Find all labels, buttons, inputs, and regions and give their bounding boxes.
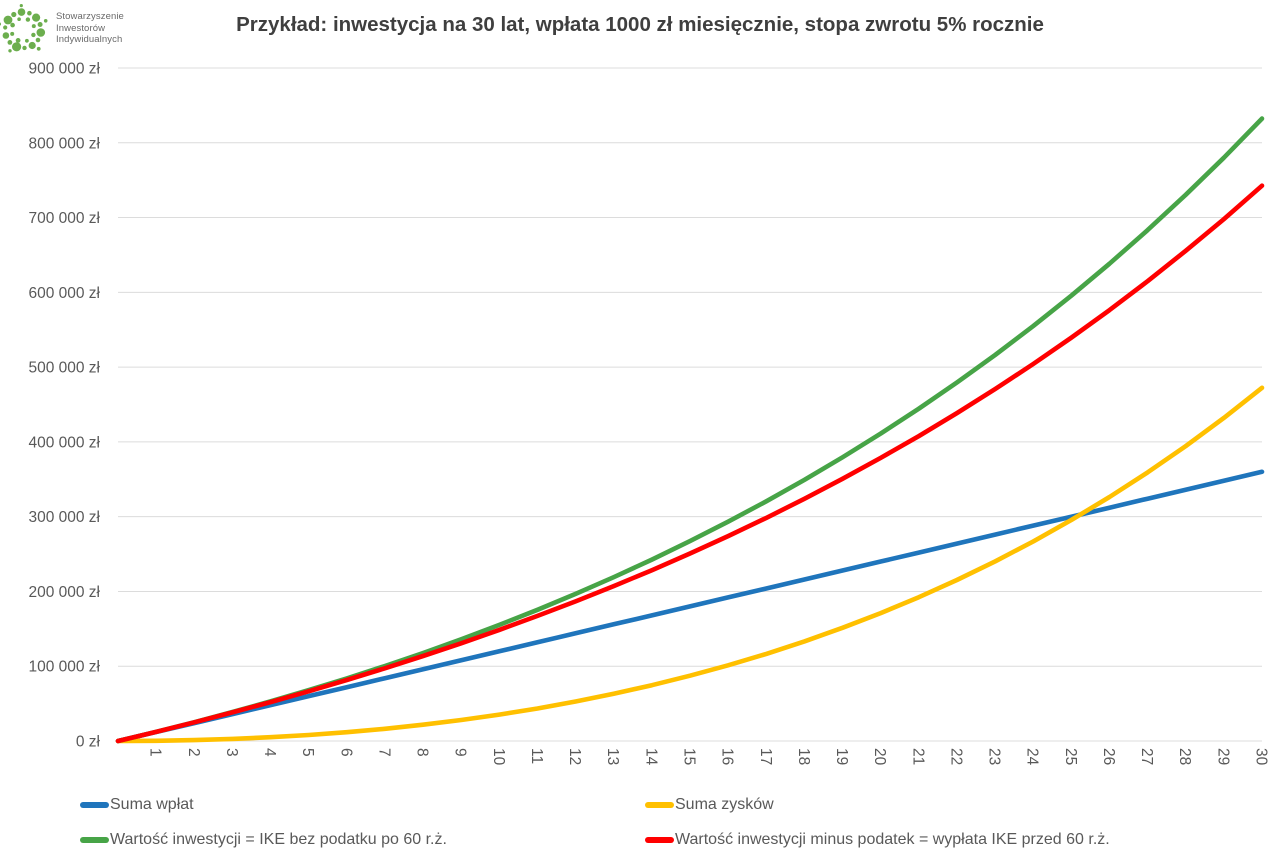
x-axis-tick-label: 27 [1138,748,1155,765]
sii-logo-dots-icon [0,4,48,53]
chart-title: Przykład: inwestycja na 30 lat, wpłata 1… [236,13,1044,36]
y-axis-tick-label: 200 000 zł [28,584,100,601]
legend-swatch-icon [645,837,674,843]
x-axis-tick-label: 13 [604,748,621,765]
legend-label: Wartość inwestycji minus podatek = wypła… [675,831,1110,848]
logo-dot [17,8,26,16]
logo-dot [31,32,36,38]
x-axis-tick-label: 1 [147,748,164,757]
logo-dot [10,31,15,36]
x-axis-tick-label: 25 [1062,748,1079,765]
logo-dot [8,49,12,53]
x-axis-tick-label: 19 [833,748,850,765]
x-axis-tick-label: 15 [681,748,698,765]
x-axis-tick-label: 17 [757,748,774,765]
logo-dot [25,38,29,43]
x-axis-tick-label: 11 [528,748,545,764]
logo-dot [36,28,46,37]
legend-item-0: Suma wpłat [80,796,194,813]
x-axis-tick-label: 16 [719,748,736,765]
x-axis-tick-label: 23 [986,748,1003,765]
logo-dot [22,45,27,51]
x-axis-tick-label: 3 [223,748,240,757]
legend-item-1: Suma zysków [645,796,774,813]
logo-line-2: Inwestorów [56,22,106,34]
logo-dot [31,24,36,29]
y-axis-tick-label: 900 000 zł [28,61,100,78]
y-axis-tick-label: 100 000 zł [28,659,100,676]
logo-line-1: Stowarzyszenie [56,11,124,22]
y-axis-tick-label: 700 000 zł [28,210,100,227]
logo-dot [3,15,13,25]
x-axis-tick-label: 18 [795,748,812,765]
logo-dot [12,42,22,52]
x-axis-tick-label: 5 [299,748,316,757]
x-axis-tick-label: 12 [566,748,583,765]
logo-line-3: Indywidualnych [56,34,123,45]
logo-dot [7,40,13,45]
logo-dot [35,37,41,43]
x-axis-tick-label: 22 [947,748,964,765]
legend-label: Suma wpłat [110,796,194,813]
sii-logo: Stowarzyszenie Inwestorów Indywidualnych [0,2,150,56]
legend-swatch-icon [645,802,674,808]
logo-dot [10,22,15,28]
x-axis-tick-label: 6 [337,748,354,757]
x-axis-tick-label: 4 [261,748,278,757]
logo-dot [11,11,17,18]
logo-dot [36,46,41,51]
y-axis-tick-label: 600 000 zł [28,285,100,302]
sii-logo-text: Stowarzyszenie Inwestorów Indywidualnych [56,11,124,46]
logo-dot [27,10,32,16]
y-axis-tick-label: 400 000 zł [28,434,100,451]
logo-dot [28,41,36,50]
y-axis-tick-label: 800 000 zł [28,135,100,152]
x-axis-tick-label: 24 [1024,748,1041,766]
x-axis-tick-label: 2 [185,748,202,757]
x-axis-tick-label: 10 [490,748,507,766]
x-axis-tick-label: 20 [871,748,888,766]
x-axis-tick-label: 30 [1253,748,1270,766]
x-axis-tick-label: 26 [1100,748,1117,765]
series-line-3 [115,183,1265,744]
y-axis-tick-label: 0 zł [76,734,101,751]
logo-dot [3,25,8,30]
logo-dot [32,13,41,22]
logo-dot [25,17,31,22]
legend-item-3: Wartość inwestycji minus podatek = wypła… [645,831,1110,848]
x-axis-tick-label: 29 [1214,748,1231,765]
legend-swatch-icon [80,802,109,808]
series-line-0 [115,469,1265,744]
x-axis-tick-label: 9 [452,748,469,757]
logo-dot [17,17,21,21]
x-axis-tick-label: 7 [375,748,392,757]
x-axis-tick-label: 21 [909,748,926,765]
legend-label: Suma zysków [675,796,774,813]
logo-dot [43,19,48,23]
series-line-1 [115,385,1265,744]
legend-label: Wartość inwestycji = IKE bez podatku po … [110,831,447,848]
legend-item-2: Wartość inwestycji = IKE bez podatku po … [80,831,447,848]
logo-dot [19,4,23,8]
y-axis-tick-label: 500 000 zł [28,360,100,377]
investment-line-chart: 0 zł 100 000 zł 200 000 zł 300 000 zł 400 00… [28,61,1270,766]
logo-dot [15,38,21,43]
x-axis-tick-label: 8 [414,748,431,757]
logo-dot [2,32,10,39]
x-axis-tick-label: 28 [1176,748,1193,765]
x-axis-tick-label: 14 [642,748,659,766]
legend-swatch-icon [80,837,109,843]
logo-dot [0,22,1,26]
series-line-2 [115,116,1265,744]
y-axis-tick-label: 300 000 zł [28,509,100,526]
logo-dot [37,22,43,27]
